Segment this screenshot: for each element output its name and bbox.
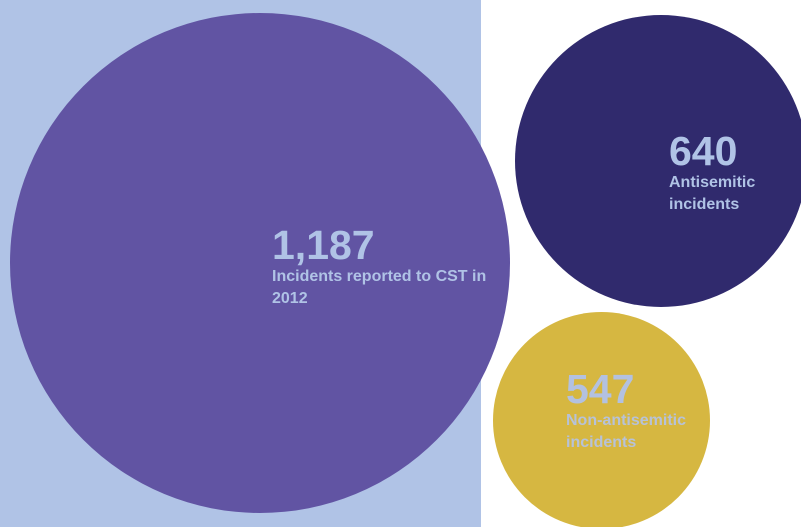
non-antisemitic-incidents-caption: Non-antisemitic incidents: [566, 412, 687, 451]
non-antisemitic-incidents-label: 547 Non-antisemitic incidents: [566, 368, 696, 454]
total-incidents-value: 1,187: [272, 222, 375, 268]
total-incidents-label: 1,187 Incidents reported to CST in 2012: [272, 224, 487, 310]
total-incidents-bubble: [10, 13, 510, 513]
non-antisemitic-incidents-value: 547: [566, 366, 635, 412]
total-incidents-caption: Incidents reported to CST in 2012: [272, 268, 487, 307]
non-antisemitic-incidents-bubble: [493, 312, 710, 527]
antisemitic-incidents-caption: Antisemitic incidents: [669, 174, 756, 213]
antisemitic-incidents-value: 640: [669, 128, 738, 174]
antisemitic-incidents-label: 640 Antisemitic incidents: [669, 130, 779, 216]
antisemitic-incidents-bubble: [515, 15, 801, 307]
